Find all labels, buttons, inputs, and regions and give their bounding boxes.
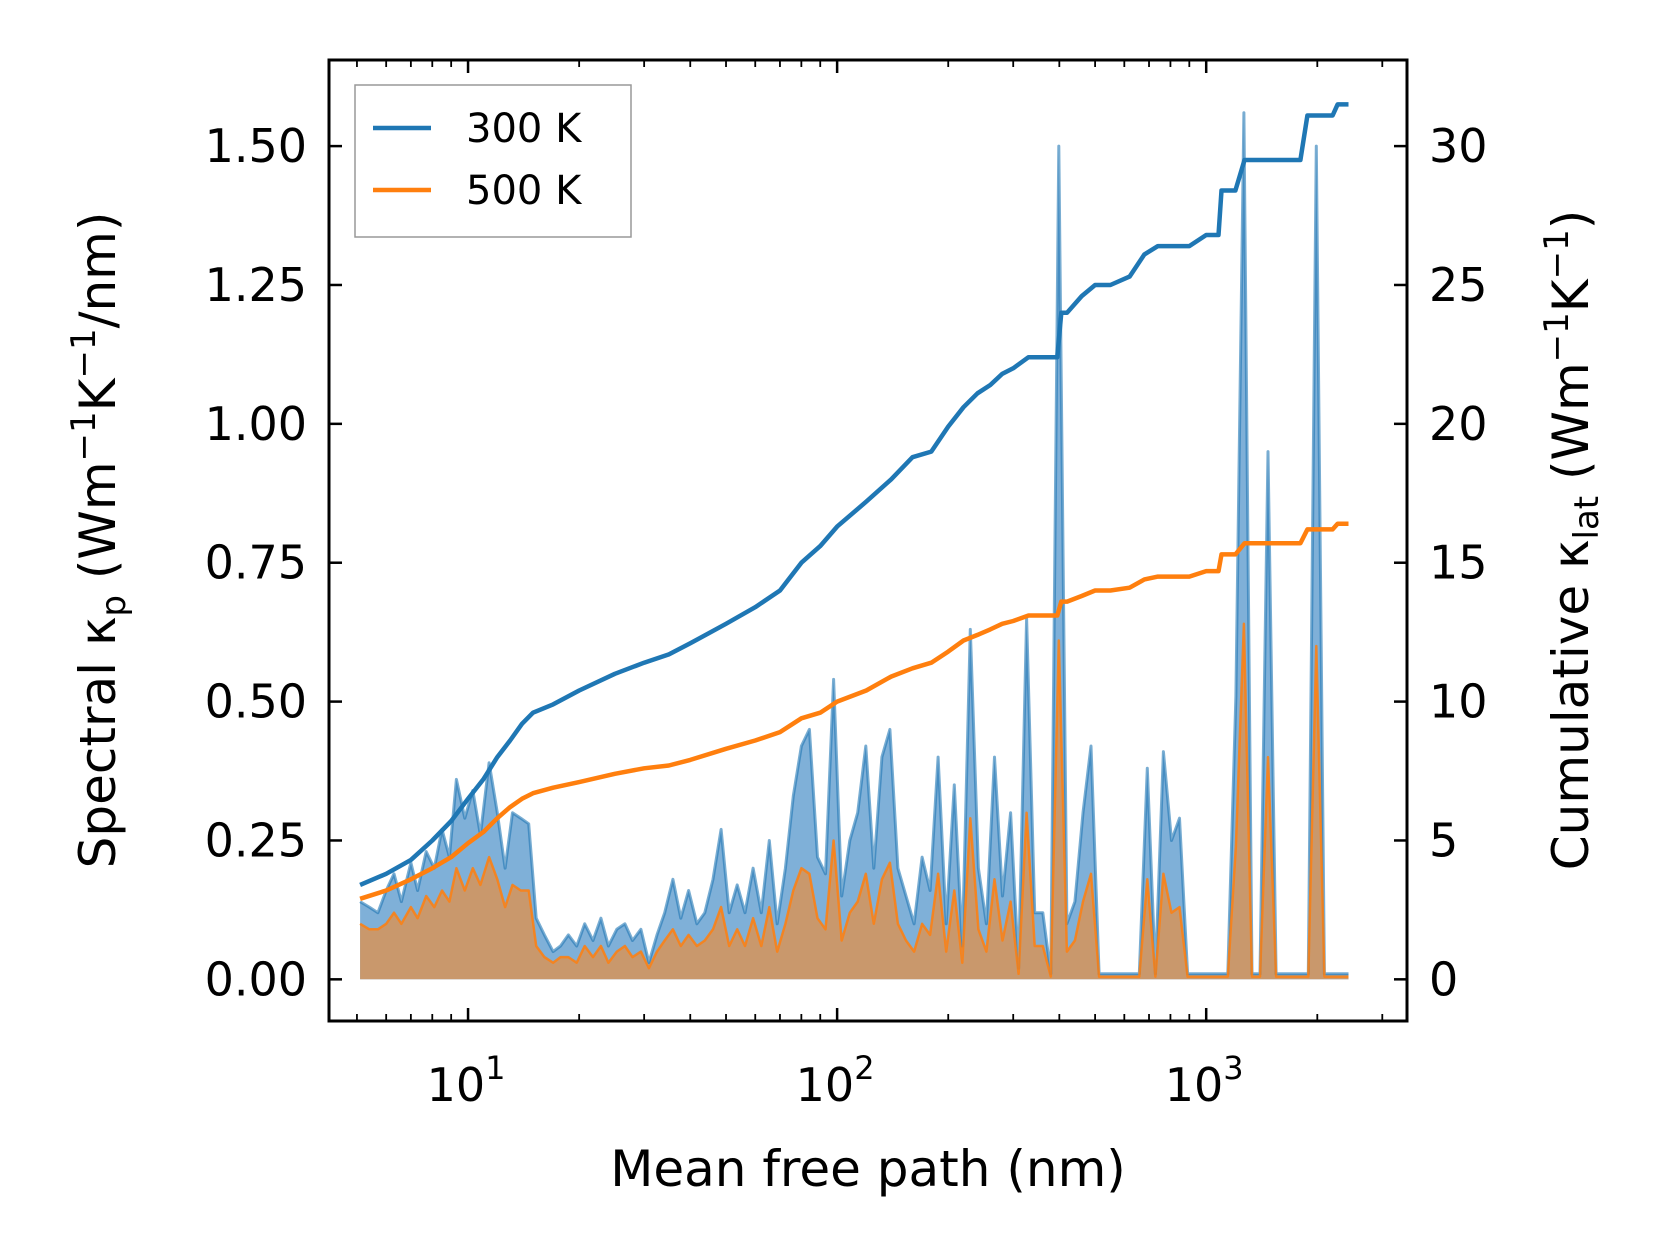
x-tick-label: 103 bbox=[1165, 1049, 1244, 1112]
cumulative-500k-line bbox=[359, 521, 1349, 901]
y-right-tick-label: 20 bbox=[1429, 397, 1488, 451]
x-tick-label: 102 bbox=[796, 1049, 875, 1112]
y-left-tick-label: 1.25 bbox=[205, 258, 307, 312]
x-axis-title: Mean free path (nm) bbox=[610, 1140, 1126, 1198]
legend-frame bbox=[354, 84, 632, 238]
y-axis-right-title: Cumulative κlat (Wm−1K−1) bbox=[1537, 210, 1607, 870]
y-axis-left-title: Spectral κp (Wm−1K−1/nm) bbox=[64, 212, 134, 869]
y-left-tick-label: 1.50 bbox=[205, 119, 307, 173]
y-left-tick-label: 0.50 bbox=[205, 675, 307, 729]
tick-layer: 0.00 0.25 0.50 0.75 1.00 1.25 1.50 0 5 10 15 20 25 30… bbox=[205, 60, 1488, 1112]
plot-frame bbox=[327, 58, 1409, 1023]
legend-label-300k: 300 K bbox=[466, 106, 583, 152]
y-right-tick-label: 5 bbox=[1429, 813, 1458, 867]
y-left-tick-label: 0.75 bbox=[205, 536, 307, 590]
y-right-tick-label: 0 bbox=[1429, 952, 1458, 1006]
spectral-500k-line bbox=[359, 622, 1349, 978]
y-right-tick-label: 15 bbox=[1429, 536, 1488, 590]
y-right-tick-label: 10 bbox=[1429, 675, 1488, 729]
x-tick-label: 101 bbox=[427, 1049, 506, 1112]
y-right-tick-label: 25 bbox=[1429, 258, 1488, 312]
y-right-tick-label: 30 bbox=[1429, 119, 1488, 173]
y-left-tick-label: 0.00 bbox=[205, 952, 307, 1006]
cumulative-300k-line bbox=[359, 102, 1349, 887]
legend: 300 K 500 K bbox=[354, 84, 632, 238]
legend-label-500k: 500 K bbox=[466, 168, 583, 214]
y-left-tick-label: 1.00 bbox=[205, 397, 307, 451]
spectral-300k-line bbox=[359, 111, 1349, 976]
y-left-tick-label: 0.25 bbox=[205, 813, 307, 867]
plot-layer bbox=[359, 102, 1349, 980]
spectral-500k-area bbox=[360, 623, 1349, 980]
